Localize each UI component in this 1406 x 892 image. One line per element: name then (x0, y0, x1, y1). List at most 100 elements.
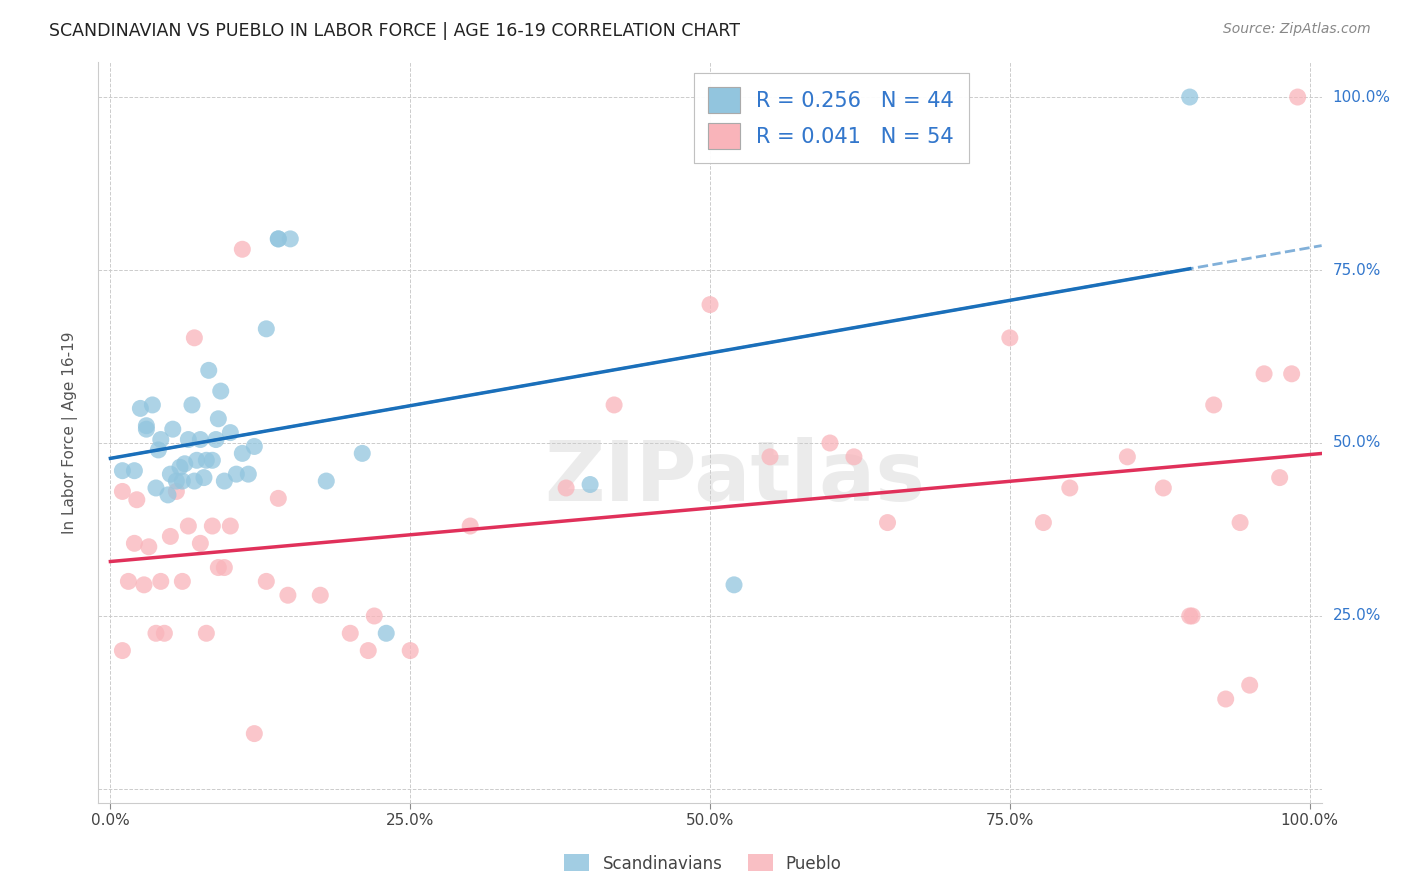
Point (173, 457, 195, 471)
Point (165, 484, 187, 499)
Point (159, 529, 181, 543)
Point (181, 398, 204, 412)
Point (172, 574, 194, 589)
Point (117, 574, 139, 589)
Point (1181, 609, 1204, 624)
Point (375, 626, 398, 640)
Point (207, 560, 229, 574)
Point (399, 643, 422, 657)
Point (214, 560, 236, 574)
Legend: Scandinavians, Pueblo: Scandinavians, Pueblo (558, 847, 848, 880)
Point (219, 519, 242, 533)
Point (225, 467, 247, 482)
Point (205, 433, 228, 447)
Point (219, 425, 242, 440)
Point (201, 453, 224, 467)
Point (1286, 90, 1309, 104)
Point (145, 481, 167, 495)
Point (339, 626, 361, 640)
Point (243, 440, 266, 454)
Point (277, 588, 299, 602)
Point (238, 467, 260, 482)
Point (1268, 470, 1291, 484)
Point (231, 446, 253, 460)
Point (998, 331, 1021, 345)
Legend: R = 0.256   N = 44, R = 0.041   N = 54: R = 0.256 N = 44, R = 0.041 N = 54 (695, 73, 969, 163)
Text: 75.0%: 75.0% (1333, 262, 1381, 277)
Text: 50.0%: 50.0% (1333, 435, 1381, 450)
Y-axis label: In Labor Force | Age 16-19: In Labor Force | Age 16-19 (62, 331, 77, 534)
Point (603, 398, 626, 412)
Point (162, 422, 184, 436)
Point (186, 453, 208, 467)
Point (254, 574, 277, 589)
Point (169, 460, 191, 475)
Point (209, 384, 232, 398)
Point (177, 433, 200, 447)
Point (124, 536, 146, 550)
Point (876, 516, 898, 530)
Point (193, 470, 215, 484)
Text: Source: ZipAtlas.com: Source: ZipAtlas.com (1223, 22, 1371, 37)
Point (177, 519, 200, 533)
Point (699, 297, 721, 311)
Point (125, 492, 148, 507)
Text: 100.0%: 100.0% (1333, 89, 1391, 104)
Point (132, 578, 155, 592)
Point (124, 464, 146, 478)
Point (315, 474, 337, 488)
Point (195, 626, 218, 640)
Point (357, 643, 380, 657)
Point (267, 232, 290, 246)
Point (111, 464, 134, 478)
Point (156, 488, 179, 502)
Point (1178, 609, 1201, 624)
Point (267, 491, 290, 506)
Point (201, 519, 224, 533)
Point (1281, 367, 1303, 381)
Point (195, 453, 218, 467)
Point (254, 322, 277, 336)
Point (1178, 90, 1201, 104)
Point (159, 467, 181, 482)
Point (183, 331, 205, 345)
Point (842, 450, 865, 464)
Point (183, 474, 205, 488)
Point (231, 242, 253, 256)
Point (1253, 367, 1275, 381)
Point (818, 436, 841, 450)
Point (1152, 481, 1174, 495)
Point (278, 232, 301, 246)
Point (111, 484, 134, 499)
Point (1059, 481, 1081, 495)
Point (309, 588, 332, 602)
Point (135, 422, 157, 436)
Point (243, 726, 266, 740)
Point (214, 474, 236, 488)
Point (197, 363, 219, 377)
Point (129, 401, 152, 416)
Point (555, 481, 578, 495)
Point (153, 626, 176, 640)
Point (1116, 450, 1139, 464)
Text: 25.0%: 25.0% (1333, 608, 1381, 624)
Point (135, 418, 157, 433)
Point (141, 398, 163, 412)
Point (1239, 678, 1261, 692)
Point (1229, 516, 1251, 530)
Point (207, 411, 229, 425)
Point (579, 477, 602, 491)
Point (149, 433, 172, 447)
Point (138, 540, 160, 554)
Point (1215, 692, 1237, 706)
Point (267, 232, 290, 246)
Point (352, 446, 374, 460)
Point (723, 578, 745, 592)
Point (1032, 516, 1054, 530)
Point (188, 433, 211, 447)
Point (1202, 398, 1225, 412)
Text: SCANDINAVIAN VS PUEBLO IN LABOR FORCE | AGE 16-19 CORRELATION CHART: SCANDINAVIAN VS PUEBLO IN LABOR FORCE | … (49, 22, 740, 40)
Point (149, 574, 172, 589)
Point (759, 450, 782, 464)
Point (111, 643, 134, 657)
